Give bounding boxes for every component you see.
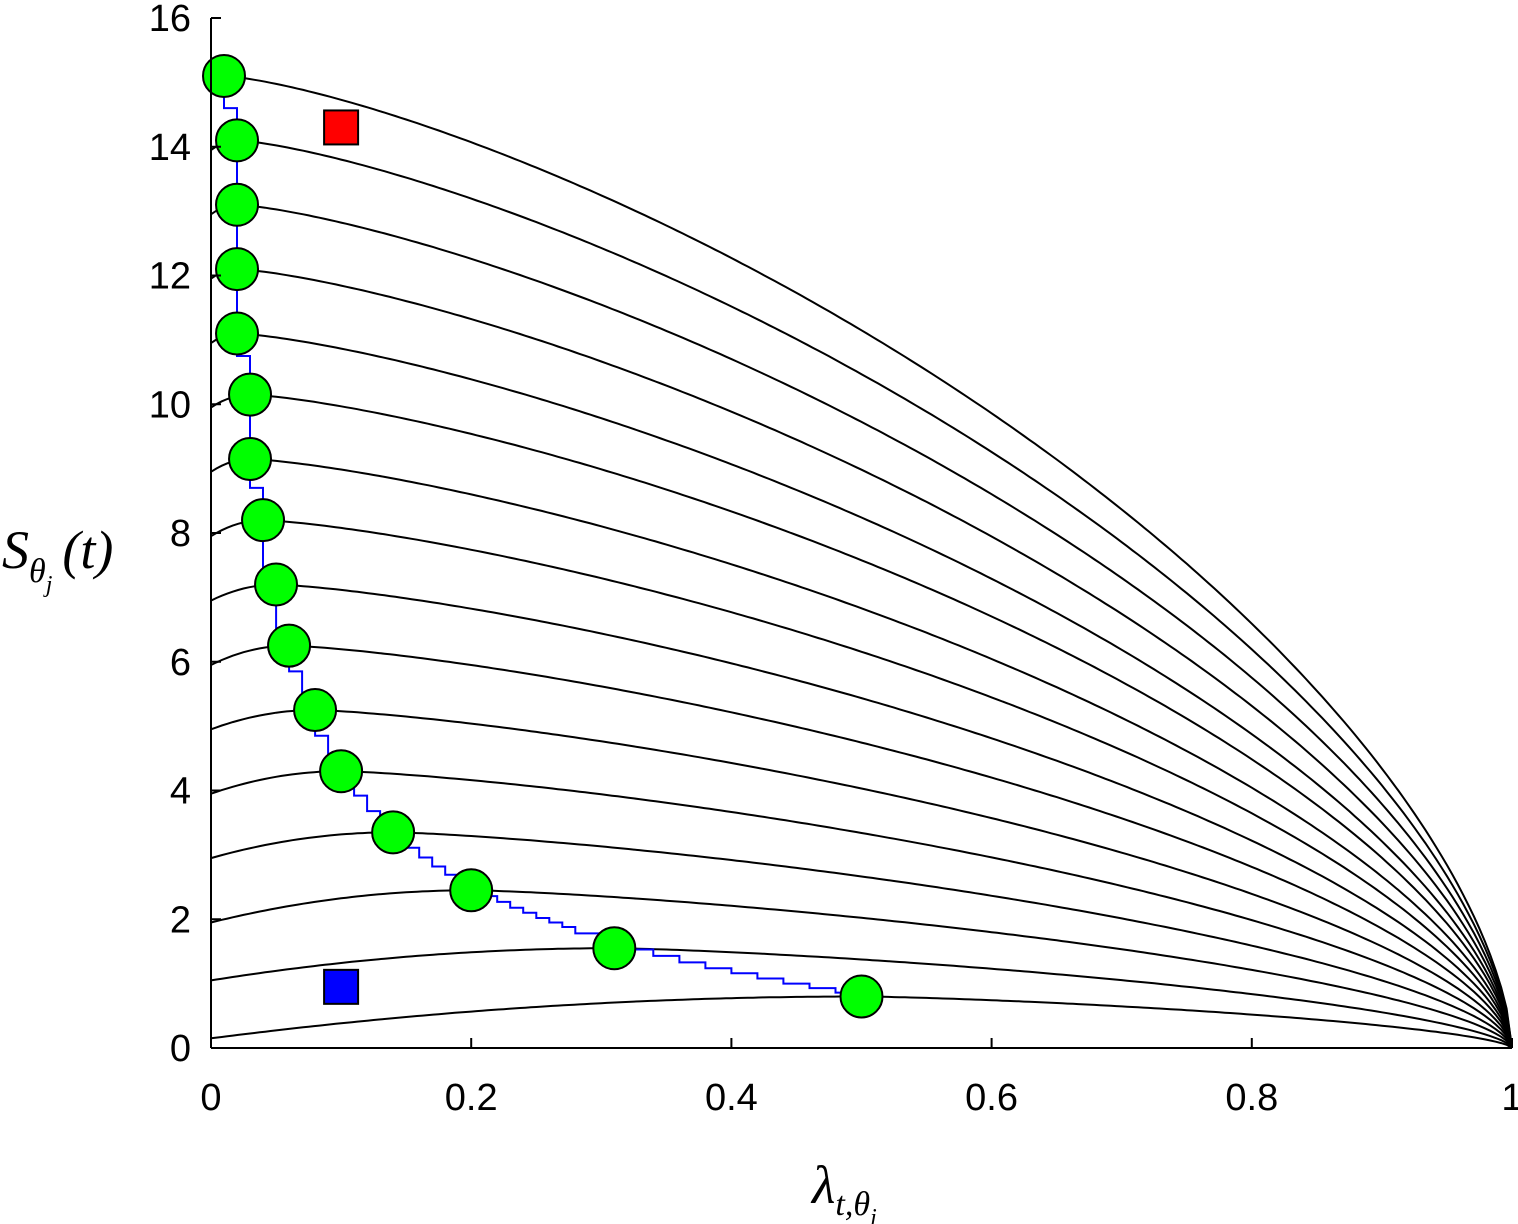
curve-16 xyxy=(210,74,1513,1049)
y-axis-label-main: S xyxy=(2,520,29,580)
x-tick-label-1: 0.2 xyxy=(445,1077,498,1119)
y-tick-label-4: 8 xyxy=(170,513,191,555)
x-axis-label-main: λ xyxy=(810,1155,835,1215)
blue-square xyxy=(323,968,360,1005)
optimum-point-7 xyxy=(228,436,273,481)
staircase-group xyxy=(223,75,863,997)
curve-6 xyxy=(210,708,1513,1049)
curves-group xyxy=(210,74,1513,1049)
y-tick-label-7: 14 xyxy=(149,127,191,169)
curve-5 xyxy=(210,770,1513,1049)
curve-4 xyxy=(210,831,1513,1049)
optimum-point-14 xyxy=(449,868,494,913)
red-square xyxy=(323,109,360,146)
optimum-point-16 xyxy=(839,974,884,1019)
curve-9 xyxy=(210,519,1513,1049)
optimum-point-13 xyxy=(371,810,416,855)
y-tick-label-0: 0 xyxy=(170,1028,191,1070)
curve-8 xyxy=(210,583,1513,1049)
optimum-point-8 xyxy=(241,498,286,543)
curve-10 xyxy=(210,457,1513,1049)
x-axis-label-sub: t,θ xyxy=(835,1186,870,1223)
curve-3 xyxy=(210,889,1513,1049)
curve-13 xyxy=(210,268,1513,1049)
markers-group xyxy=(323,109,360,1005)
curve-2 xyxy=(210,947,1513,1049)
y-axis-label-subsub: j xyxy=(43,572,53,598)
x-tick-label-0: 0 xyxy=(200,1077,221,1119)
optimum-point-15 xyxy=(592,926,637,971)
x-axis-label-subsub: j xyxy=(867,1205,877,1224)
y-axis-label-tail: (t) xyxy=(62,520,113,580)
curve-14 xyxy=(210,203,1513,1049)
optimum-points-group xyxy=(202,53,884,1019)
optimum-point-12 xyxy=(319,749,364,794)
y-tick-label-8: 16 xyxy=(149,0,191,40)
y-tick-label-3: 6 xyxy=(170,642,191,684)
x-tick-label-4: 0.8 xyxy=(1225,1077,1278,1119)
y-axis-label-sub: θ xyxy=(29,553,46,590)
optimum-point-3 xyxy=(215,182,260,227)
optimum-point-10 xyxy=(267,623,312,668)
y-axis-label: Sθj (t) xyxy=(2,520,113,598)
curve-12 xyxy=(210,332,1513,1049)
curve-7 xyxy=(210,644,1513,1049)
optimum-point-5 xyxy=(215,311,260,356)
curve-11 xyxy=(210,393,1513,1049)
curve-15 xyxy=(210,139,1513,1049)
staircase-line xyxy=(223,75,863,997)
y-tick-label-1: 2 xyxy=(170,899,191,941)
optimum-point-2 xyxy=(215,118,260,163)
x-tick-label-3: 0.6 xyxy=(965,1077,1018,1119)
y-tick-label-5: 10 xyxy=(149,384,191,426)
x-ticks-group: 0 0.2 0.4 0.6 0.8 1 xyxy=(200,1038,1518,1119)
x-tick-label-5: 1 xyxy=(1501,1077,1518,1119)
x-axis-label: λt,θj xyxy=(810,1155,877,1224)
axes-group xyxy=(210,18,1512,1049)
x-tick-label-2: 0.4 xyxy=(705,1077,758,1119)
optimum-point-6 xyxy=(228,372,273,417)
optimum-point-1 xyxy=(202,53,247,98)
optimum-point-11 xyxy=(293,688,338,733)
y-tick-label-6: 12 xyxy=(149,256,191,298)
optimum-point-4 xyxy=(215,247,260,292)
y-tick-label-2: 4 xyxy=(170,771,191,813)
optimum-point-9 xyxy=(254,562,299,607)
y-ticks-group: 0 2 4 6 8 10 12 14 16 xyxy=(149,0,221,1070)
